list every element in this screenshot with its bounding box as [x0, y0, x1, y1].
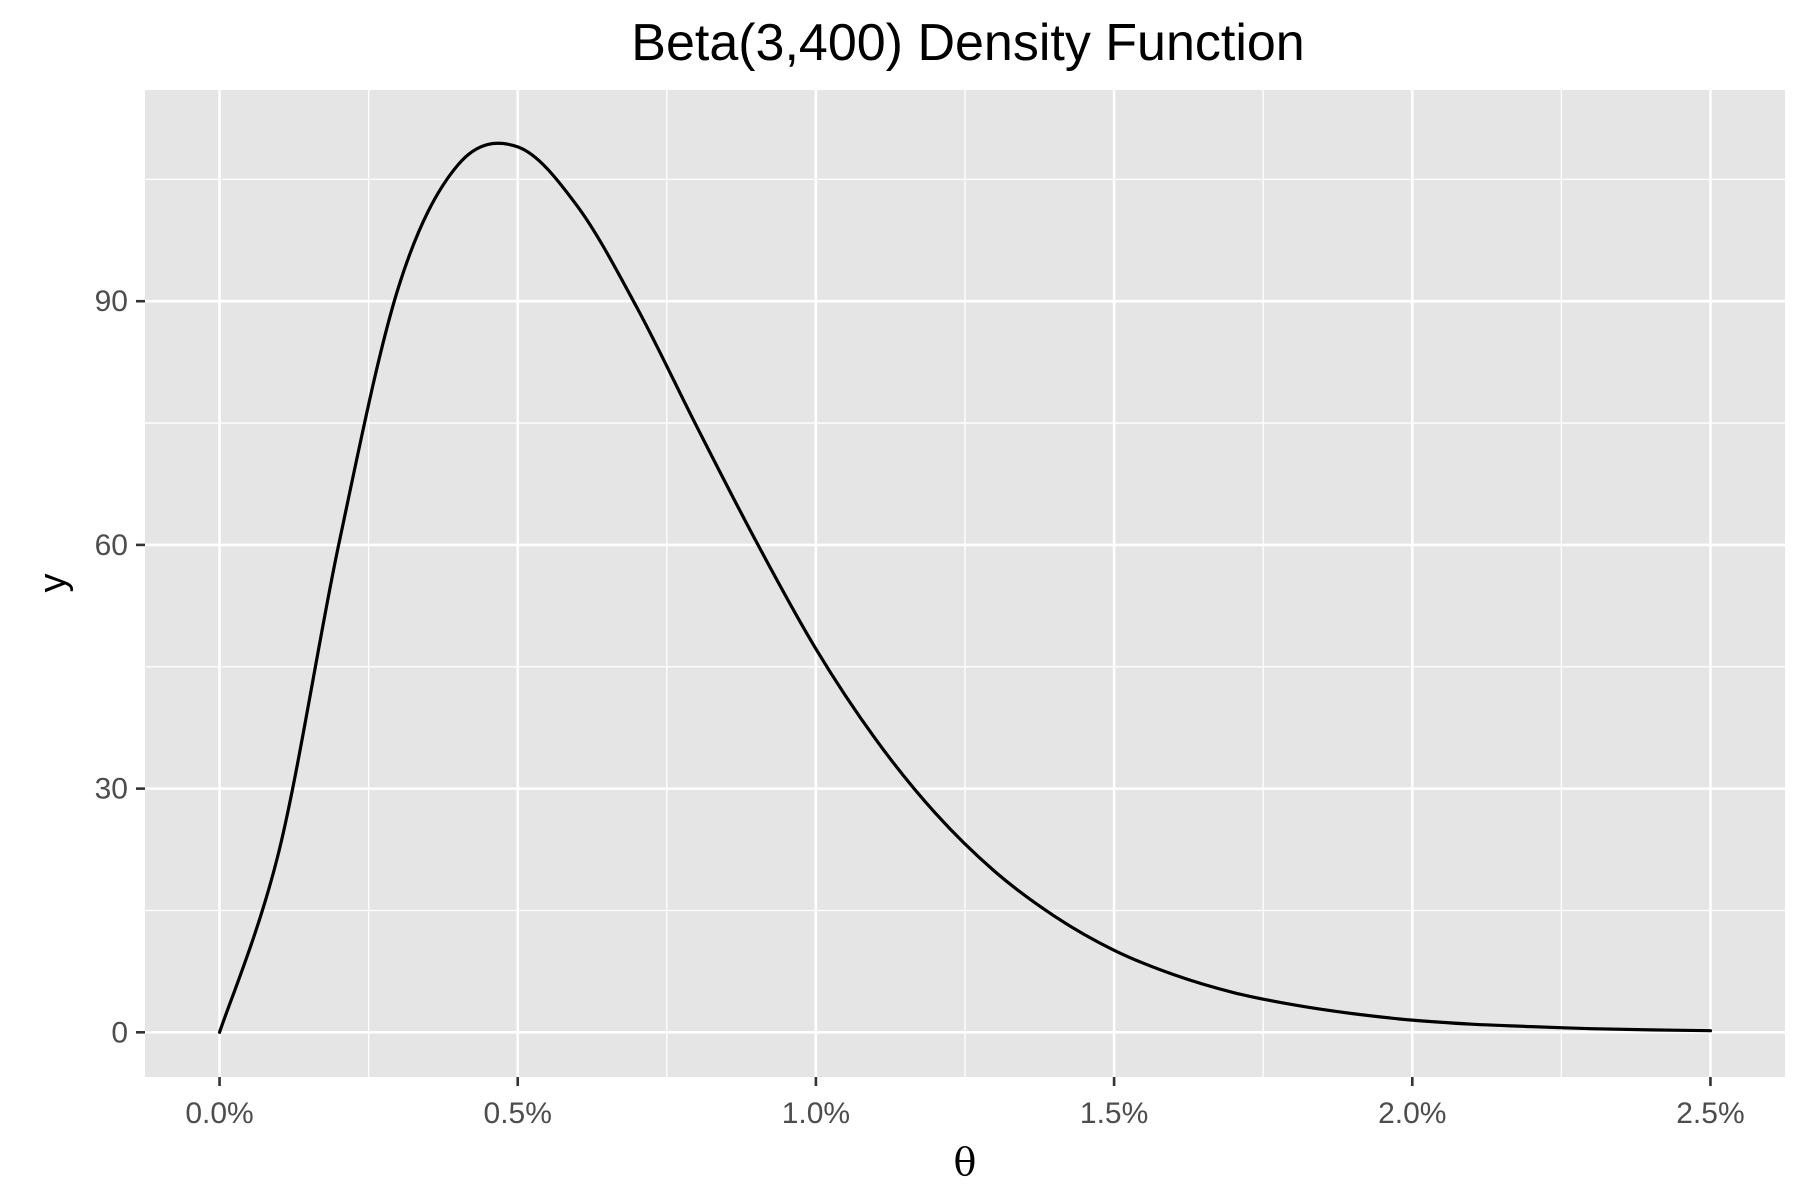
x-tick-label: 2.0% [1378, 1097, 1446, 1130]
x-tick-label: 1.0% [782, 1097, 850, 1130]
y-tick-label: 30 [95, 773, 128, 806]
x-axis-title: θ [954, 1140, 977, 1184]
y-tick-label: 90 [95, 285, 128, 318]
y-tick-label: 60 [95, 529, 128, 562]
major-gridlines [145, 90, 1785, 1077]
series-layer [217, 141, 1713, 1034]
x-tick-label: 0.5% [484, 1097, 552, 1130]
y-tick-label: 0 [111, 1016, 128, 1049]
x-tick-label: 0.0% [185, 1097, 253, 1130]
y-axis-title: y [32, 574, 74, 593]
x-tick-label: 2.5% [1676, 1097, 1744, 1130]
chart-title: Beta(3,400) Density Function [631, 14, 1304, 72]
density-curve [217, 141, 1713, 1034]
y-axis: 0 30 60 90 [95, 285, 145, 1049]
minor-gridlines [145, 90, 1785, 1077]
x-tick-label: 1.5% [1080, 1097, 1148, 1130]
x-axis: 0.0% 0.5% 1.0% 1.5% 2.0% 2.5% [185, 1077, 1745, 1130]
